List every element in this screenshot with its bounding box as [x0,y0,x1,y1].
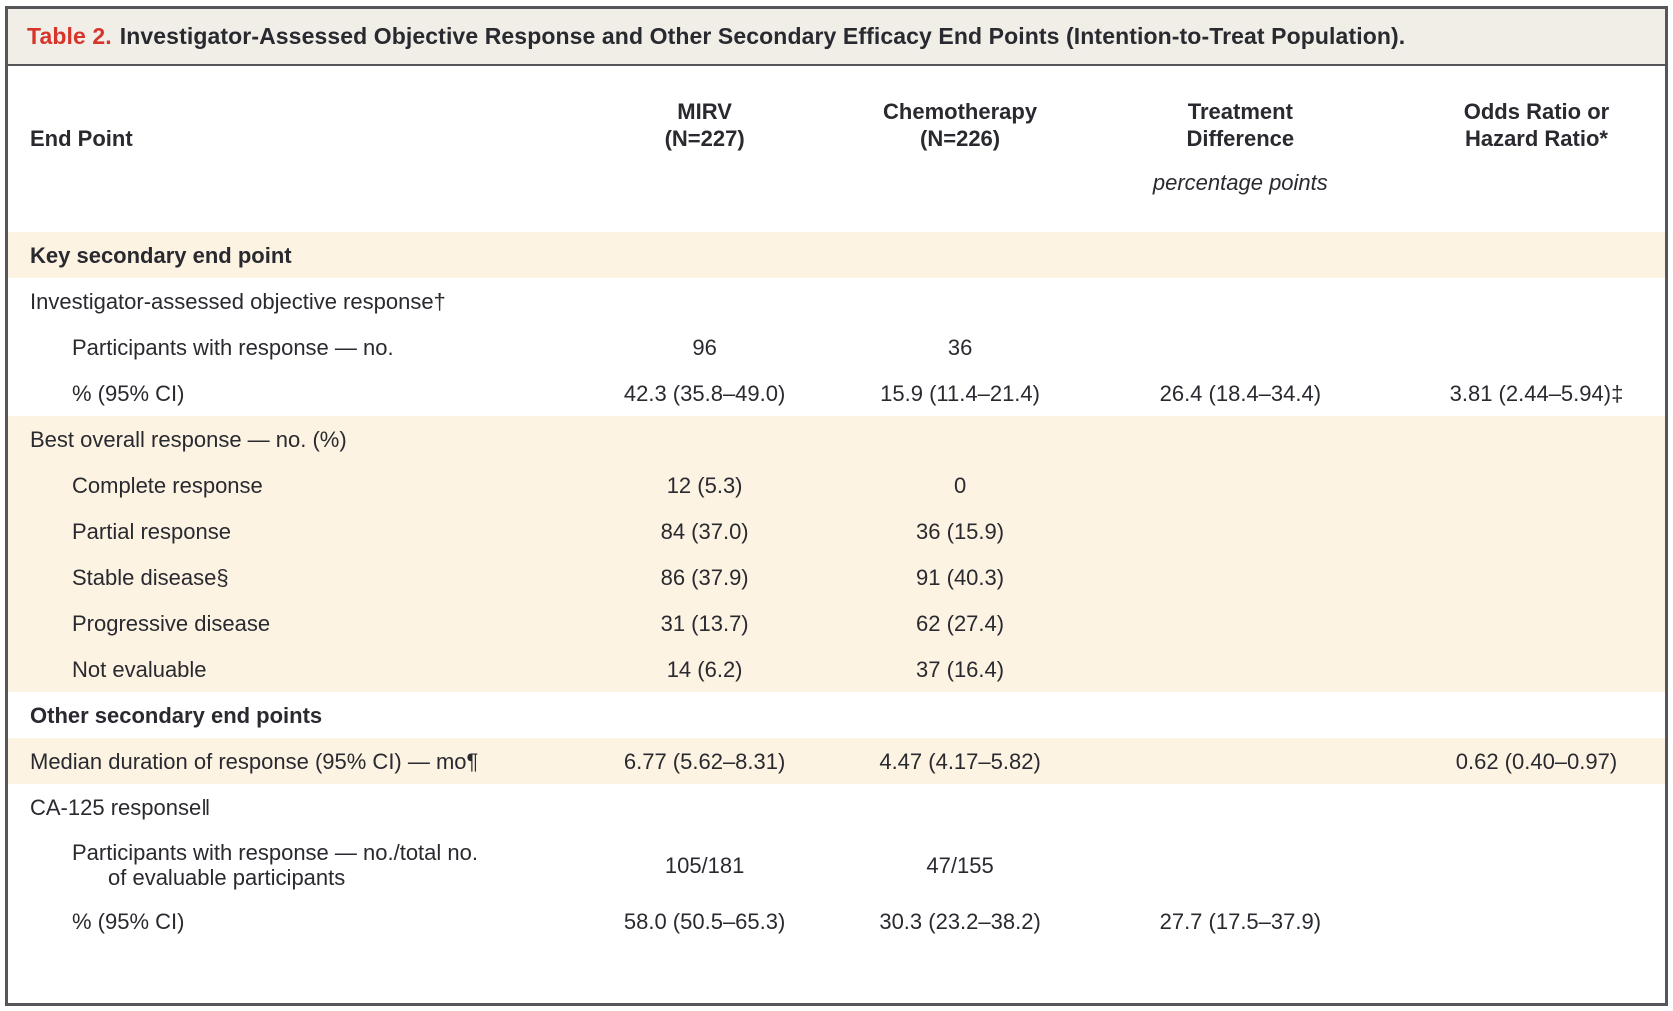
odds-hazard-ratio-column-header: Odds Ratio or Hazard Ratio* [1414,98,1665,152]
mirv-value-cell: 105/181 [664,852,745,878]
chemotherapy-value-cell: 4.47 (4.17–5.82) [879,748,1041,774]
endpoint-label: Key secondary end point [30,242,292,268]
chemotherapy-header-line2: (N=226) [920,126,1001,151]
table-row: % (95% CI) 42.3 (35.8–49.0) 15.9 (11.4–21.… [8,370,1665,416]
treatment-difference-header-line1: Treatment [1187,99,1293,124]
endpoint-label-cell: Progressive disease [8,611,556,636]
endpoint-label: Participants with response — no./total n… [72,840,478,865]
mirv-value-cell: 6.77 (5.62–8.31) [623,748,786,774]
treatment-difference-value-cell: 26.4 (18.4–34.4) [1159,380,1322,406]
mirv-header-line1: MIRV [677,99,732,124]
table-row: Investigator-assessed objective response… [8,278,1665,324]
mirv-value-cell: 84 (37.0) [660,518,749,544]
endpoint-label: Progressive disease [72,610,271,636]
table-row: Stable disease§ 86 (37.9) 91 (40.3) [8,554,1665,600]
endpoint-label: % (95% CI) [72,909,185,934]
table-number-label: Table 2. [27,23,112,49]
endpoint-label: Best overall response — no. (%) [30,426,347,452]
chemotherapy-value-cell: 0 [953,472,967,498]
odds-hazard-ratio-value-cell: 3.81 (2.44–5.94)‡ [1449,380,1624,406]
column-header-row: End Point MIRV (N=227) Chemotherapy (N=2… [8,66,1665,152]
table-row: Key secondary end point [8,232,1665,278]
endpoint-label-cell: Participants with response — no. [8,335,556,360]
mirv-value-cell: 31 (13.7) [660,610,749,636]
mirv-value-cell: 58.0 (50.5–65.3) [623,909,786,934]
chemotherapy-column-header: Chemotherapy (N=226) [853,98,1066,152]
chemotherapy-value-cell: 62 (27.4) [916,610,1005,636]
percentage-points-note: percentage points [1152,170,1328,195]
chemotherapy-value-cell: 36 (15.9) [916,518,1005,544]
endpoint-label: % (95% CI) [72,380,185,406]
table-row: Complete response 12 (5.3) 0 [8,462,1665,508]
endpoint-label-cell: Participants with response — no./total n… [8,840,556,890]
mirv-value-cell: 42.3 (35.8–49.0) [623,380,786,406]
endpoint-label: Partial response [72,518,231,544]
chemotherapy-value-cell: 91 (40.3) [916,564,1005,590]
header-gap [8,198,1665,232]
table-body: Key secondary end point Investigator-asse… [8,232,1665,960]
table-2-frame: Table 2. Investigator-Assessed Objective… [5,6,1668,1006]
endpoint-label-cell: Partial response [8,519,556,544]
table-row: Partial response 84 (37.0) 36 (15.9) [8,508,1665,554]
chemotherapy-value-cell: 15.9 (11.4–21.4) [880,380,1040,406]
endpoint-label-wrap-line: of evaluable participants [108,865,346,890]
odds-hazard-ratio-header-line1: Odds Ratio or [1463,99,1610,124]
mirv-column-header: MIRV (N=227) [556,98,854,152]
table-row: Median duration of response (95% CI) — m… [8,738,1665,784]
mirv-value-cell: 96 [692,334,717,360]
endpoint-label-cell: % (95% CI) [8,381,556,406]
endpoint-label: Stable disease§ [72,564,229,590]
chemotherapy-value-cell: 30.3 (23.2–38.2) [879,909,1041,934]
endpoint-label: Median duration of response (95% CI) — m… [30,748,479,774]
chemotherapy-value-cell: 47/155 [926,852,994,878]
endpoint-label: Investigator-assessed objective response… [30,288,446,314]
mirv-header-line2: (N=227) [664,126,745,151]
endpoint-label: Participants with response — no. [72,334,394,360]
table-row: % (95% CI) 58.0 (50.5–65.3) 30.3 (23.2–38.… [8,900,1665,960]
endpoint-label-cell: % (95% CI) [8,909,556,934]
endpoint-label: CA-125 response‖ [30,794,211,820]
endpoint-label-cell: Key secondary end point [8,243,556,268]
mirv-value-cell: 12 (5.3) [666,472,743,498]
treatment-difference-value-cell: 27.7 (17.5–37.9) [1159,909,1322,934]
mirv-value-cell: 86 (37.9) [660,564,749,590]
endpoint-label-cell: CA-125 response‖ [8,795,556,820]
table-row: Participants with response — no. 96 36 [8,324,1665,370]
treatment-difference-header-line2: Difference [1186,126,1295,151]
chemotherapy-header-line1: Chemotherapy [883,99,1038,124]
endpoint-label-cell: Not evaluable [8,657,556,682]
odds-hazard-ratio-value-cell: 0.62 (0.40–0.97) [1455,748,1618,774]
table-row: Participants with response — no./total n… [8,830,1665,900]
endpoint-label-cell: Stable disease§ [8,565,556,590]
treatment-difference-column-header: Treatment Difference [1067,98,1414,152]
table-title: Investigator-Assessed Objective Response… [119,23,1406,49]
chemotherapy-value-cell: 36 [947,334,973,360]
table-row: Not evaluable 14 (6.2) 37 (16.4) [8,646,1665,692]
chemotherapy-value-cell: 37 (16.4) [916,656,1005,682]
table-row: Best overall response — no. (%) [8,416,1665,462]
endpoint-column-header: End Point [30,126,133,151]
table-title-bar: Table 2. Investigator-Assessed Objective… [8,9,1665,66]
endpoint-label-cell: Best overall response — no. (%) [8,427,556,452]
endpoint-label-cell: Complete response [8,473,556,498]
unit-note-row: percentage points [8,152,1665,198]
endpoint-label-cell: Investigator-assessed objective response… [8,289,556,314]
endpoint-label-cell: Other secondary end points [8,703,556,728]
bottom-padding [8,960,1665,978]
odds-hazard-ratio-header-line2: Hazard Ratio* [1464,126,1608,151]
endpoint-label: Complete response [72,472,263,498]
endpoint-label-cell: Median duration of response (95% CI) — m… [8,749,556,774]
table-row: Other secondary end points [8,692,1665,738]
table-row: CA-125 response‖ [8,784,1665,830]
endpoint-label: Other secondary end points [30,702,323,728]
endpoint-label: Not evaluable [72,656,207,682]
mirv-value-cell: 14 (6.2) [666,656,743,682]
table-row: Progressive disease 31 (13.7) 62 (27.4) [8,600,1665,646]
